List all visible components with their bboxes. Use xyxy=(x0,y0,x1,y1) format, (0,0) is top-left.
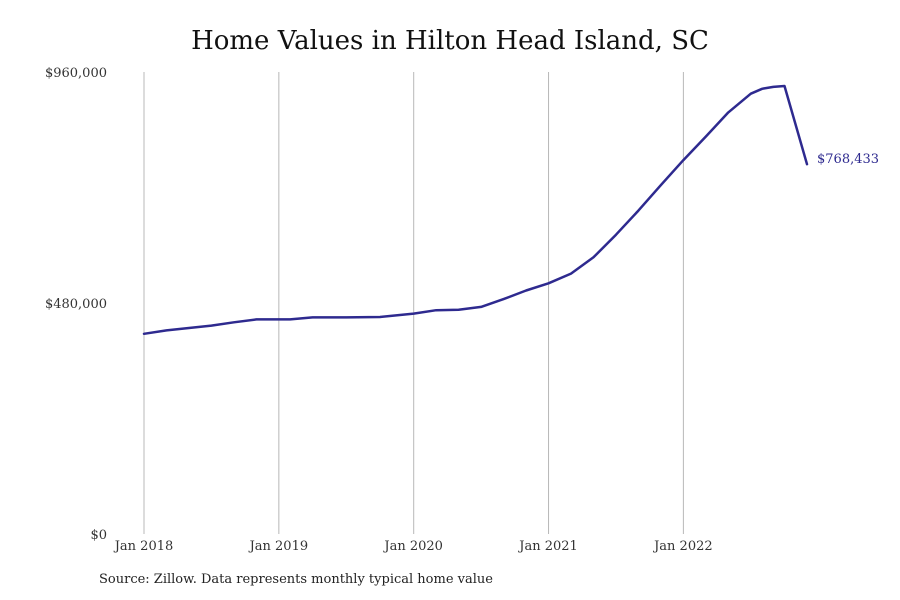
y-tick-label: $960,000 xyxy=(45,66,107,81)
end-value-label: $768,433 xyxy=(817,152,879,167)
gridlines xyxy=(143,72,684,534)
x-tick-label: Jan 2021 xyxy=(517,539,578,554)
x-tick-label: Jan 2022 xyxy=(652,539,713,554)
series-line xyxy=(142,84,809,336)
y-tick-label: $0 xyxy=(90,528,107,543)
x-axis-ticks: Jan 2018 Jan 2019 Jan 2020 Jan 2021 Jan 2022 xyxy=(113,539,713,554)
end-label-group: $768,433 xyxy=(817,152,879,167)
y-axis-ticks: $0 $480,000 $960,000 xyxy=(45,66,107,543)
x-tick-label: Jan 2020 xyxy=(382,539,443,554)
source-note: Source: Zillow. Data represents monthly … xyxy=(99,572,493,587)
x-tick-label: Jan 2018 xyxy=(113,539,174,554)
y-tick-label: $480,000 xyxy=(45,297,107,312)
series-line-group xyxy=(142,84,809,336)
x-tick-label: Jan 2019 xyxy=(248,539,309,554)
chart-title: Home Values in Hilton Head Island, SC xyxy=(191,26,709,56)
